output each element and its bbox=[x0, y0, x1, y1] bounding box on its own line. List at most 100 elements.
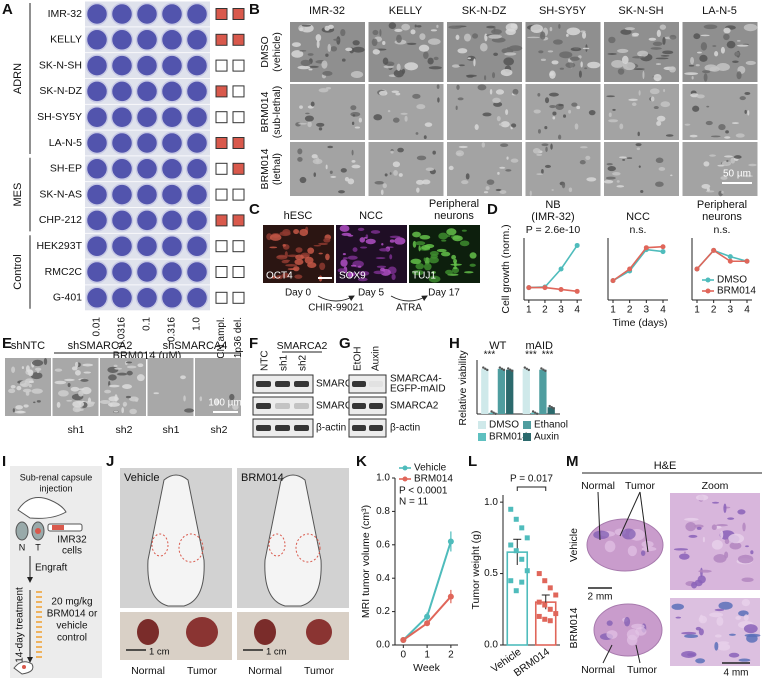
texture bbox=[308, 65, 319, 68]
well bbox=[135, 183, 159, 206]
texture bbox=[419, 33, 426, 40]
texture bbox=[23, 404, 29, 408]
texture bbox=[392, 161, 401, 168]
texture bbox=[307, 121, 312, 128]
panel-letter: K bbox=[356, 453, 367, 470]
x-tick-label: 3 bbox=[728, 305, 734, 316]
annotation: N = 11 bbox=[399, 497, 428, 508]
well bbox=[135, 209, 159, 232]
replicate-dot bbox=[509, 368, 512, 371]
texture bbox=[608, 112, 612, 118]
well bbox=[135, 2, 159, 26]
panel-letter: C bbox=[249, 201, 260, 218]
texture bbox=[423, 257, 427, 262]
texture bbox=[363, 236, 368, 239]
texture bbox=[720, 46, 725, 54]
schematic-text: IMR32 bbox=[57, 535, 87, 546]
texture bbox=[650, 96, 655, 102]
texture bbox=[379, 29, 382, 37]
texture bbox=[299, 50, 307, 52]
well bbox=[135, 234, 159, 258]
texture bbox=[700, 34, 710, 37]
texture bbox=[430, 254, 438, 259]
well bbox=[185, 105, 209, 129]
texture bbox=[612, 172, 621, 176]
texture bbox=[345, 47, 353, 52]
texture bbox=[479, 43, 488, 52]
texture bbox=[129, 408, 137, 415]
data-point bbox=[508, 578, 514, 584]
texture bbox=[736, 44, 749, 47]
well bbox=[185, 157, 209, 181]
texture bbox=[558, 23, 561, 29]
texture bbox=[81, 387, 92, 395]
texture bbox=[108, 380, 111, 387]
stage-title: hESC bbox=[284, 210, 313, 222]
data-point bbox=[508, 506, 514, 512]
pointer-line bbox=[597, 491, 601, 541]
well bbox=[135, 28, 159, 52]
texture bbox=[737, 509, 746, 515]
texture bbox=[318, 252, 323, 255]
texture bbox=[617, 48, 629, 53]
texture bbox=[585, 155, 591, 160]
scale-bar-label: 1 cm bbox=[266, 647, 287, 658]
texture bbox=[281, 272, 290, 278]
texture bbox=[36, 400, 41, 403]
texture bbox=[352, 247, 358, 252]
texture bbox=[395, 92, 401, 96]
texture bbox=[724, 538, 730, 545]
texture bbox=[199, 396, 203, 402]
group-label: BRM014 bbox=[241, 472, 284, 484]
status-box bbox=[232, 240, 245, 253]
well bbox=[160, 209, 184, 232]
texture bbox=[416, 25, 422, 28]
texture bbox=[489, 89, 493, 95]
legend-label: BRM014 bbox=[414, 474, 453, 485]
texture bbox=[733, 155, 742, 159]
texture bbox=[551, 60, 559, 65]
band bbox=[256, 425, 271, 431]
texture bbox=[310, 101, 315, 107]
texture bbox=[558, 134, 562, 140]
well bbox=[110, 234, 134, 258]
texture bbox=[565, 62, 576, 68]
texture bbox=[347, 178, 355, 185]
well bbox=[160, 183, 184, 206]
texture bbox=[532, 148, 541, 154]
texture bbox=[430, 29, 438, 32]
legend-marker bbox=[705, 288, 711, 294]
x-tick-label: 0 bbox=[401, 650, 407, 661]
stage-title: Peripheral bbox=[429, 198, 479, 210]
texture bbox=[498, 123, 503, 126]
texture bbox=[380, 189, 384, 196]
marker-label: SOX9 bbox=[339, 271, 366, 282]
texture bbox=[622, 62, 636, 71]
texture bbox=[635, 143, 642, 147]
texture bbox=[701, 183, 711, 189]
tumor-photo bbox=[306, 619, 332, 645]
texture bbox=[626, 157, 633, 159]
texture bbox=[463, 33, 472, 42]
well bbox=[160, 2, 184, 26]
stage-title: neurons bbox=[434, 210, 474, 222]
texture bbox=[709, 612, 724, 618]
schematic-background bbox=[10, 466, 102, 678]
panel-letter: J bbox=[106, 453, 114, 470]
texture bbox=[375, 257, 386, 260]
texture bbox=[337, 268, 346, 273]
replicate-dot bbox=[523, 366, 526, 369]
y-tick-label: 0.5 bbox=[484, 568, 498, 579]
texture bbox=[619, 123, 624, 130]
data-point bbox=[526, 285, 532, 291]
texture bbox=[323, 237, 331, 243]
region-label: Tumor bbox=[627, 664, 657, 676]
texture bbox=[658, 167, 666, 171]
group-label: MES bbox=[12, 183, 24, 207]
well bbox=[85, 54, 109, 77]
well bbox=[85, 260, 109, 284]
well bbox=[135, 286, 159, 310]
texture bbox=[350, 111, 361, 117]
texture bbox=[473, 58, 476, 67]
texture bbox=[725, 130, 729, 134]
